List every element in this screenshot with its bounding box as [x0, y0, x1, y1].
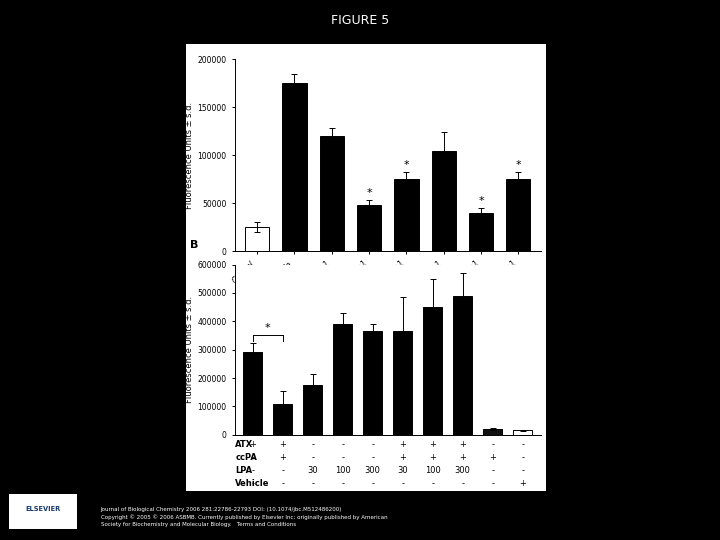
- Text: A: A: [190, 36, 199, 46]
- Text: -: -: [282, 466, 284, 475]
- Text: FIGURE 5: FIGURE 5: [331, 14, 389, 27]
- Text: -: -: [462, 479, 464, 488]
- Bar: [303, 385, 323, 435]
- Bar: [273, 403, 292, 435]
- Text: 300: 300: [455, 466, 471, 475]
- Text: B: B: [190, 240, 199, 249]
- Text: ELSEVIER: ELSEVIER: [26, 506, 60, 512]
- Bar: [469, 213, 493, 251]
- Text: *: *: [366, 188, 372, 198]
- Text: -: -: [251, 466, 254, 475]
- Text: +: +: [429, 441, 436, 449]
- Bar: [333, 324, 353, 435]
- Bar: [363, 331, 382, 435]
- Text: +: +: [279, 441, 286, 449]
- Text: -: -: [521, 453, 524, 462]
- Text: -: -: [251, 453, 254, 462]
- Text: -: -: [311, 453, 314, 462]
- Text: ATX: ATX: [235, 441, 253, 449]
- Bar: [453, 296, 472, 435]
- Text: *: *: [265, 323, 271, 333]
- Text: +: +: [459, 453, 466, 462]
- Bar: [393, 331, 413, 435]
- Text: -: -: [372, 479, 374, 488]
- Text: +: +: [459, 441, 466, 449]
- Text: LPA: LPA: [235, 466, 253, 475]
- Text: -: -: [491, 466, 494, 475]
- Text: +: +: [429, 453, 436, 462]
- Bar: [357, 205, 381, 251]
- Text: +: +: [249, 441, 256, 449]
- Text: -: -: [282, 479, 284, 488]
- Text: *: *: [404, 160, 409, 170]
- Text: -: -: [311, 479, 314, 488]
- Text: -: -: [341, 453, 344, 462]
- Text: -: -: [401, 479, 404, 488]
- Text: Society for Biochemistry and Molecular Biology.   Terms and Conditions: Society for Biochemistry and Molecular B…: [101, 522, 296, 526]
- Text: +: +: [490, 453, 496, 462]
- Text: *: *: [516, 160, 521, 170]
- Text: *: *: [478, 196, 484, 206]
- Bar: [513, 430, 533, 435]
- Text: Vehicle: Vehicle: [235, 479, 270, 488]
- Bar: [245, 227, 269, 251]
- Text: 30: 30: [397, 466, 408, 475]
- Text: 100: 100: [425, 466, 441, 475]
- Text: +: +: [519, 479, 526, 488]
- Text: -: -: [521, 466, 524, 475]
- Text: 30: 30: [307, 466, 318, 475]
- Text: -: -: [372, 441, 374, 449]
- Bar: [506, 179, 531, 251]
- Text: Copyright © 2005 © 2006 ASBMB. Currently published by Elsevier Inc; originally p: Copyright © 2005 © 2006 ASBMB. Currently…: [101, 514, 387, 519]
- Text: -: -: [431, 479, 434, 488]
- Text: ccPA: ccPA: [235, 453, 257, 462]
- Y-axis label: Fluorescence Units ± s.d.: Fluorescence Units ± s.d.: [185, 296, 194, 403]
- Text: -: -: [341, 479, 344, 488]
- Bar: [395, 179, 418, 251]
- Text: +: +: [400, 453, 406, 462]
- Text: -: -: [491, 441, 494, 449]
- Bar: [243, 353, 263, 435]
- Text: -: -: [311, 441, 314, 449]
- Text: -: -: [341, 441, 344, 449]
- Text: -: -: [372, 453, 374, 462]
- Bar: [320, 136, 344, 251]
- Text: +: +: [400, 441, 406, 449]
- Bar: [431, 151, 456, 251]
- Bar: [282, 83, 307, 251]
- Text: -: -: [251, 479, 254, 488]
- Text: Journal of Biological Chemistry 2006 281:22786-22793 DOI: (10.1074/jbc.M51248620: Journal of Biological Chemistry 2006 281…: [101, 507, 342, 511]
- Text: -: -: [491, 479, 494, 488]
- Text: -: -: [521, 441, 524, 449]
- Text: +: +: [279, 453, 286, 462]
- Bar: [483, 429, 503, 435]
- Bar: [423, 307, 443, 435]
- Y-axis label: Fluorescence Units ± s.d.: Fluorescence Units ± s.d.: [186, 102, 194, 209]
- Text: 100: 100: [335, 466, 351, 475]
- Text: 300: 300: [365, 466, 381, 475]
